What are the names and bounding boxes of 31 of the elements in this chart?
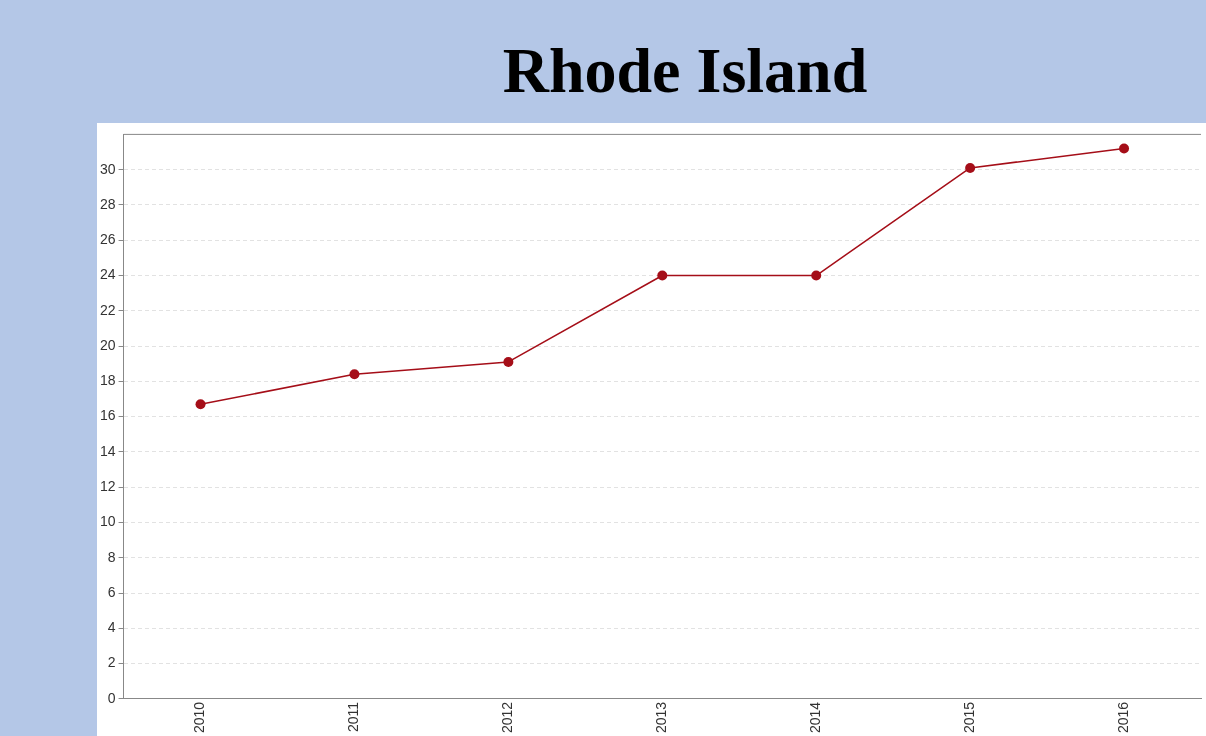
y-tick-label: 26: [99, 231, 116, 248]
y-tick-label: 12: [99, 478, 116, 495]
x-tick-label: 2013: [653, 701, 670, 734]
y-tick-label: 16: [99, 407, 116, 424]
y-tick-label: 22: [99, 301, 116, 318]
y-tick-label: 2: [107, 654, 116, 671]
y-tick-label: 18: [99, 372, 116, 389]
y-tick-label: 24: [99, 266, 116, 283]
point: [1119, 143, 1130, 154]
point: [657, 270, 668, 281]
x-tick-label: 2015: [960, 701, 977, 734]
chart-title: Rhode Island: [501, 34, 869, 108]
x-tick-label: 2012: [499, 701, 516, 734]
point: [965, 162, 976, 173]
y-tick-label: 6: [107, 583, 116, 600]
y-tick-label: 10: [99, 513, 116, 530]
y-tick-label: 30: [99, 160, 116, 177]
y-tick-label: 0: [107, 689, 116, 706]
x-tick-label: 2014: [807, 701, 824, 734]
point: [195, 399, 206, 410]
point: [349, 369, 360, 380]
y-tick-label: 4: [107, 619, 116, 636]
y-tick-label: 20: [99, 336, 116, 353]
point: [811, 270, 822, 281]
x-tick-label: 2010: [191, 701, 208, 734]
x-tick-label: 2011: [345, 701, 362, 732]
y-tick-label: 8: [107, 548, 116, 565]
x-tick-label: 2016: [1114, 701, 1131, 734]
y-tick-label: 14: [99, 442, 116, 459]
y-tick-label: 28: [99, 195, 116, 212]
point: [503, 356, 514, 367]
